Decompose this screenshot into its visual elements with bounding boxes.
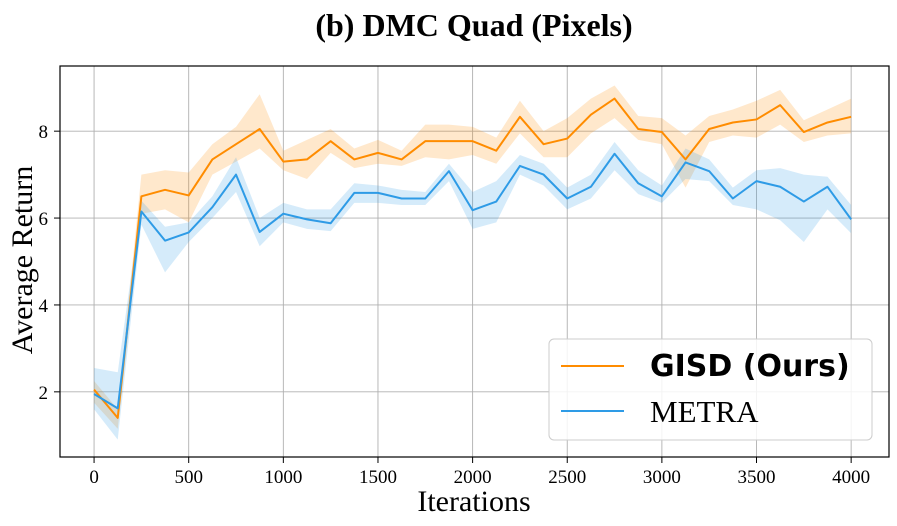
band-gisd (94, 85, 852, 429)
x-tick-label: 0 (89, 467, 99, 488)
y-axis-ticks: 2 4 6 8 (39, 122, 60, 404)
x-axis-label: Iterations (417, 485, 530, 518)
x-tick-label: 1000 (264, 467, 302, 488)
x-tick-label: 2500 (548, 467, 586, 488)
y-tick-label: 4 (39, 296, 49, 317)
band-metra (94, 142, 852, 440)
x-tick-label: 1500 (359, 467, 397, 488)
y-axis-label: Average Return (6, 166, 39, 355)
x-tick-label: 2000 (454, 467, 492, 488)
legend-label-gisd: GISD (Ours) (650, 349, 850, 384)
y-tick-label: 2 (39, 383, 49, 404)
legend-label-metra: METRA (650, 394, 759, 429)
y-tick-label: 8 (39, 122, 49, 143)
legend-box (548, 338, 873, 441)
x-tick-label: 500 (174, 467, 203, 488)
x-tick-label: 4000 (832, 467, 870, 488)
series-line-gisd (93, 97, 852, 419)
series-lines (93, 97, 852, 419)
x-axis-ticks: 0 500 1000 1500 2000 2500 3000 3500 4000 (89, 457, 870, 488)
y-tick-label: 6 (39, 209, 49, 230)
x-tick-label: 3500 (738, 467, 776, 488)
plot-frame (59, 65, 890, 458)
x-tick-label: 3000 (643, 467, 681, 488)
legend: GISD (Ours) METRA (548, 338, 873, 441)
chart-title: (b) DMC Quad (Pixels) (315, 7, 632, 43)
series-line-metra (93, 152, 852, 410)
confidence-bands (94, 85, 852, 440)
